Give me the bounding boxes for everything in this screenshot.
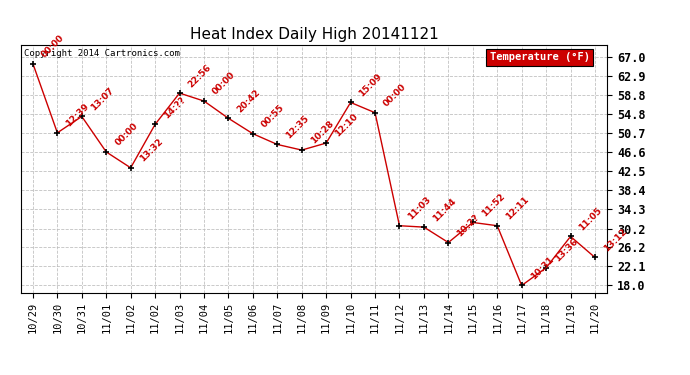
Text: 20:42: 20:42 <box>235 87 262 114</box>
Text: 00:00: 00:00 <box>211 70 237 97</box>
Text: 11:05: 11:05 <box>578 206 604 232</box>
Text: 14:??: 14:?? <box>162 95 187 120</box>
Text: Temperature (°F): Temperature (°F) <box>490 53 589 62</box>
Text: 10:28: 10:28 <box>308 119 335 146</box>
Text: 00:55: 00:55 <box>260 103 286 129</box>
Text: 10:31: 10:31 <box>529 255 555 281</box>
Text: 00:00: 00:00 <box>113 122 139 148</box>
Text: 11:03: 11:03 <box>406 195 433 222</box>
Text: 10:2?: 10:2? <box>455 213 481 238</box>
Text: 22:56: 22:56 <box>186 62 213 89</box>
Text: 12:39: 12:39 <box>64 102 91 129</box>
Text: 12:35: 12:35 <box>284 114 310 140</box>
Text: 00:00: 00:00 <box>40 33 66 60</box>
Text: 13:32: 13:32 <box>137 137 164 164</box>
Text: 11:52: 11:52 <box>480 192 506 218</box>
Text: Copyright 2014 Cartronics.com: Copyright 2014 Cartronics.com <box>23 49 179 58</box>
Text: 15:09: 15:09 <box>357 72 384 98</box>
Text: 13:12: 13:12 <box>602 227 629 253</box>
Title: Heat Index Daily High 20141121: Heat Index Daily High 20141121 <box>190 27 438 42</box>
Text: 11:44: 11:44 <box>431 196 457 223</box>
Text: 12:10: 12:10 <box>333 112 359 139</box>
Text: 13:07: 13:07 <box>89 86 115 112</box>
Text: 12:11: 12:11 <box>504 195 531 222</box>
Text: 13:36: 13:36 <box>553 237 580 264</box>
Text: 00:00: 00:00 <box>382 82 408 108</box>
